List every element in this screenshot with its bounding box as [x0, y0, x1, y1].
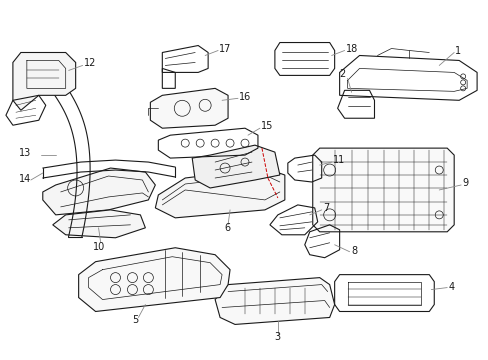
Text: 18: 18 [345, 44, 357, 54]
Polygon shape [79, 248, 229, 311]
Text: 13: 13 [19, 148, 31, 158]
Text: 6: 6 [224, 223, 230, 233]
Polygon shape [42, 168, 155, 215]
Text: 12: 12 [83, 58, 96, 68]
Polygon shape [312, 148, 453, 232]
Text: 9: 9 [461, 178, 468, 188]
Polygon shape [53, 210, 145, 238]
Text: 7: 7 [322, 203, 328, 213]
Text: 10: 10 [92, 242, 104, 252]
Text: 2: 2 [339, 69, 345, 80]
Text: 4: 4 [447, 282, 453, 292]
Polygon shape [192, 145, 279, 188]
Polygon shape [155, 168, 285, 218]
Text: 5: 5 [132, 315, 139, 325]
Text: 14: 14 [19, 174, 31, 184]
Polygon shape [215, 278, 334, 324]
Text: 15: 15 [261, 121, 273, 131]
Text: 3: 3 [273, 332, 280, 342]
Polygon shape [13, 53, 76, 110]
Text: 16: 16 [239, 92, 251, 102]
Text: 17: 17 [219, 44, 231, 54]
Text: 1: 1 [454, 45, 460, 55]
Text: 8: 8 [351, 246, 357, 256]
Text: 11: 11 [332, 155, 344, 165]
Polygon shape [150, 88, 227, 128]
